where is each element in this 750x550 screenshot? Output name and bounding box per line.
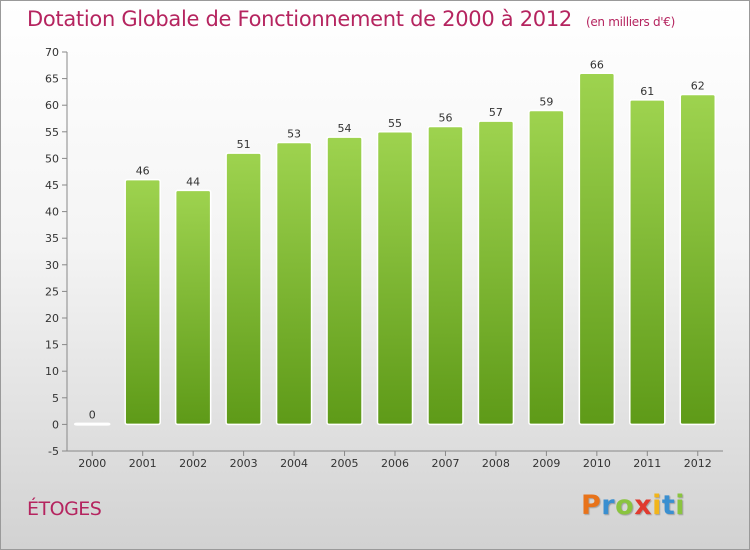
data-label: 46 [136,165,150,178]
bar [629,99,666,426]
logo-letter: t [661,490,676,521]
x-tick-label: 2009 [532,457,560,470]
y-tick-label: 35 [45,232,59,245]
y-tick-label: 45 [45,179,59,192]
x-tick-label: 2000 [78,457,106,470]
data-label: 44 [186,175,200,188]
x-tick-label: 2012 [684,457,712,470]
y-tick-label: 15 [45,339,59,352]
y-tick-label: 50 [45,152,59,165]
x-tick-label: 2007 [431,457,459,470]
y-tick-label: 5 [52,392,59,405]
y-tick-label: 60 [45,99,59,112]
city-name: ÉTOGES [27,498,102,520]
logo-letter: P [581,490,602,521]
y-tick-label: 40 [45,206,59,219]
y-tick-label: 10 [45,365,59,378]
bar [225,152,262,426]
data-label: 55 [388,117,402,130]
bar [679,93,717,426]
data-label: 54 [338,122,352,135]
logo-letter: i [675,490,686,521]
logo-letter: i [652,490,662,521]
logo-letter: r [601,490,616,521]
chart-unit: (en milliers d'€) [585,15,675,29]
bar [376,131,414,426]
bar [528,109,565,426]
data-label: 61 [640,85,654,98]
logo-letter: x [634,490,653,521]
y-tick-label: -5 [48,445,59,458]
data-label: 66 [590,58,604,71]
x-tick-label: 2003 [230,457,258,470]
data-label: 53 [287,127,301,140]
x-tick-label: 2002 [179,457,207,470]
x-tick-label: 2011 [633,457,661,470]
proxiti-logo: Proxiti [581,490,685,521]
bar [174,189,212,426]
y-tick-label: 30 [45,259,59,272]
x-tick-label: 2008 [482,457,510,470]
x-tick-label: 2006 [381,457,409,470]
y-tick-label: 25 [45,285,59,298]
x-tick-label: 2001 [129,457,157,470]
y-tick-label: 0 [52,418,59,431]
x-tick-label: 2010 [583,457,611,470]
y-tick-label: 55 [45,126,59,139]
bar [578,72,616,426]
data-label: 57 [489,106,503,119]
data-label: 62 [691,80,705,93]
data-label: 56 [438,111,452,124]
logo-letter: o [615,490,635,521]
data-label: 0 [89,408,96,421]
x-tick-label: 2004 [280,457,308,470]
x-tick-label: 2005 [331,457,359,470]
data-label: 51 [237,138,251,151]
bar [73,422,111,426]
y-tick-label: 20 [45,312,59,325]
bar [275,141,313,426]
bar [427,125,464,426]
y-tick-label: 70 [45,46,59,59]
bar [477,120,515,426]
chart-title-text: Dotation Globale de Fonctionnement de 20… [27,7,572,31]
bar [326,136,363,426]
bar [124,178,161,426]
y-tick-label: 65 [45,73,59,86]
chart-title: Dotation Globale de Fonctionnement de 20… [27,7,675,31]
data-label: 59 [539,96,553,109]
